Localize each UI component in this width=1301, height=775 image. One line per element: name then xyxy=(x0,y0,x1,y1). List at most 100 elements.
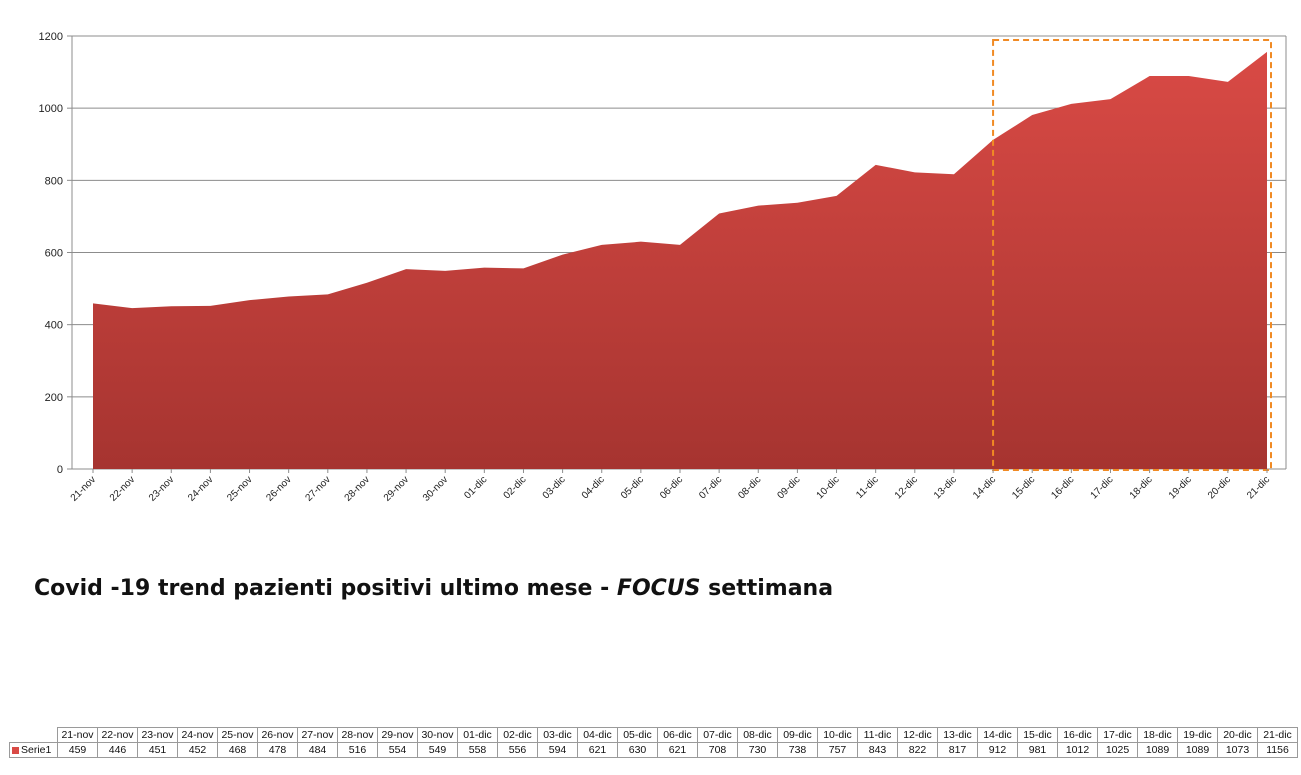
table-value-cell: 817 xyxy=(937,742,978,758)
table-header-cell: 01-dic xyxy=(457,727,498,743)
table-value-cell: 1089 xyxy=(1177,742,1218,758)
table-value-cell: 558 xyxy=(457,742,498,758)
table-value-cell: 549 xyxy=(417,742,458,758)
table-header-cell: 24-nov xyxy=(177,727,218,743)
table-value-cell: 594 xyxy=(537,742,578,758)
table-header-cell: 19-dic xyxy=(1177,727,1218,743)
table-value-cell: 708 xyxy=(697,742,738,758)
table-header-cell: 04-dic xyxy=(577,727,618,743)
caption-emphasis: FOCUS xyxy=(616,576,701,601)
x-tick-label: 02-dic xyxy=(502,474,529,501)
x-tick-label: 25-nov xyxy=(225,474,254,503)
table-value-cell: 1012 xyxy=(1057,742,1098,758)
caption-prefix: Covid -19 trend pazienti positivi ultimo… xyxy=(34,576,617,601)
x-tick-label: 08-dic xyxy=(736,474,763,501)
x-tick-label: 16-dic xyxy=(1049,474,1076,501)
legend-key xyxy=(12,746,19,754)
x-tick-label: 05-dic xyxy=(619,474,646,501)
series-name: Serie1 xyxy=(21,744,52,756)
x-tick-label: 27-nov xyxy=(304,474,333,503)
x-tick-label: 10-dic xyxy=(815,474,842,501)
table-value-cell: 738 xyxy=(777,742,818,758)
x-tick-label: 13-dic xyxy=(932,474,959,501)
y-tick-label: 800 xyxy=(45,175,63,187)
x-tick-label: 21-nov xyxy=(69,474,98,503)
x-tick-label: 28-nov xyxy=(343,474,372,503)
table-value-cell: 912 xyxy=(977,742,1018,758)
y-tick-label: 200 xyxy=(45,392,63,404)
focus-week-highlight xyxy=(992,39,1272,471)
y-tick-label: 1000 xyxy=(39,103,63,115)
table-value-cell: 459 xyxy=(57,742,98,758)
x-tick-label: 07-dic xyxy=(697,474,724,501)
table-header-cell: 30-nov xyxy=(417,727,458,743)
table-value-cell: 478 xyxy=(257,742,298,758)
table-header-cell: 28-nov xyxy=(337,727,378,743)
y-tick-label: 600 xyxy=(45,248,63,260)
table-value-cell: 621 xyxy=(577,742,618,758)
x-tick-label: 21-dic xyxy=(1245,474,1272,501)
table-header-cell: 26-nov xyxy=(257,727,298,743)
table-series-cell: Serie1 xyxy=(9,742,58,758)
x-tick-label: 06-dic xyxy=(658,474,685,501)
x-tick-label: 09-dic xyxy=(775,474,802,501)
table-header-cell: 15-dic xyxy=(1017,727,1058,743)
x-tick-label: 14-dic xyxy=(971,474,998,501)
table-value-row: Serie1 459 446 451 452 468 478 484 516 554 549 558 5… xyxy=(9,742,1298,758)
x-tick-label: 17-dic xyxy=(1089,474,1116,501)
table-header-cell: 06-dic xyxy=(657,727,698,743)
table-value-cell: 621 xyxy=(657,742,698,758)
table-header-cell: 10-dic xyxy=(817,727,858,743)
y-tick-label: 0 xyxy=(57,464,63,476)
table-value-cell: 1025 xyxy=(1097,742,1138,758)
table-value-cell: 484 xyxy=(297,742,338,758)
table-value-cell: 1073 xyxy=(1217,742,1258,758)
table-value-cell: 730 xyxy=(737,742,778,758)
table-header-cell: 23-nov xyxy=(137,727,178,743)
table-value-cell: 1156 xyxy=(1257,742,1298,758)
x-tick-label: 15-dic xyxy=(1010,474,1037,501)
x-tick-label: 23-nov xyxy=(147,474,176,503)
table-header-cell: 14-dic xyxy=(977,727,1018,743)
table-header-cell: 07-dic xyxy=(697,727,738,743)
caption-suffix: settimana xyxy=(700,576,834,601)
table-header-row: 21-nov 22-nov 23-nov 24-nov 25-nov 26-nov 27-n… xyxy=(10,727,1298,743)
table-header-cell: 09-dic xyxy=(777,727,818,743)
x-tick-label: 03-dic xyxy=(541,474,568,501)
x-tick-label: 11-dic xyxy=(854,474,881,501)
y-axis-ticks: 0 200 400 600 800 1000 1200 xyxy=(39,31,72,476)
table-value-cell: 556 xyxy=(497,742,538,758)
x-tick-label: 04-dic xyxy=(580,474,607,501)
y-tick-label: 1200 xyxy=(39,31,63,43)
table-value-cell: 446 xyxy=(97,742,138,758)
table-corner xyxy=(10,728,58,743)
table-header-cell: 21-dic xyxy=(1257,727,1298,743)
table-value-cell: 981 xyxy=(1017,742,1058,758)
table-value-cell: 843 xyxy=(857,742,898,758)
x-tick-label: 12-dic xyxy=(893,474,920,501)
table-header-cell: 13-dic xyxy=(937,727,978,743)
table-header-cell: 29-nov xyxy=(377,727,418,743)
chart-caption: Covid -19 trend pazienti positivi ultimo… xyxy=(34,576,833,601)
table-value-cell: 630 xyxy=(617,742,658,758)
table-value-cell: 822 xyxy=(897,742,938,758)
table-header-cell: 03-dic xyxy=(537,727,578,743)
table-header-cell: 20-dic xyxy=(1217,727,1258,743)
x-tick-label: 24-nov xyxy=(186,474,215,503)
table-value-cell: 554 xyxy=(377,742,418,758)
table-header-cell: 05-dic xyxy=(617,727,658,743)
x-tick-label: 18-dic xyxy=(1128,474,1155,501)
data-table: 21-nov 22-nov 23-nov 24-nov 25-nov 26-nov 27-n… xyxy=(9,727,1298,758)
x-tick-label: 26-nov xyxy=(264,474,293,503)
table-header-cell: 18-dic xyxy=(1137,727,1178,743)
x-tick-label: 22-nov xyxy=(108,474,137,503)
table-header-cell: 16-dic xyxy=(1057,727,1098,743)
table-value-cell: 1089 xyxy=(1137,742,1178,758)
table-value-cell: 516 xyxy=(337,742,378,758)
table-value-cell: 468 xyxy=(217,742,258,758)
table-header-cell: 11-dic xyxy=(857,727,898,743)
table-header-cell: 22-nov xyxy=(97,727,138,743)
table-header-cell: 27-nov xyxy=(297,727,338,743)
area-chart: 0 200 400 600 800 1000 1200 21-nov 22-nov 23-nov… xyxy=(39,31,1287,504)
x-axis-ticks: 21-nov 22-nov 23-nov 24-nov 25-nov 26-nov 27-n… xyxy=(69,469,1272,504)
